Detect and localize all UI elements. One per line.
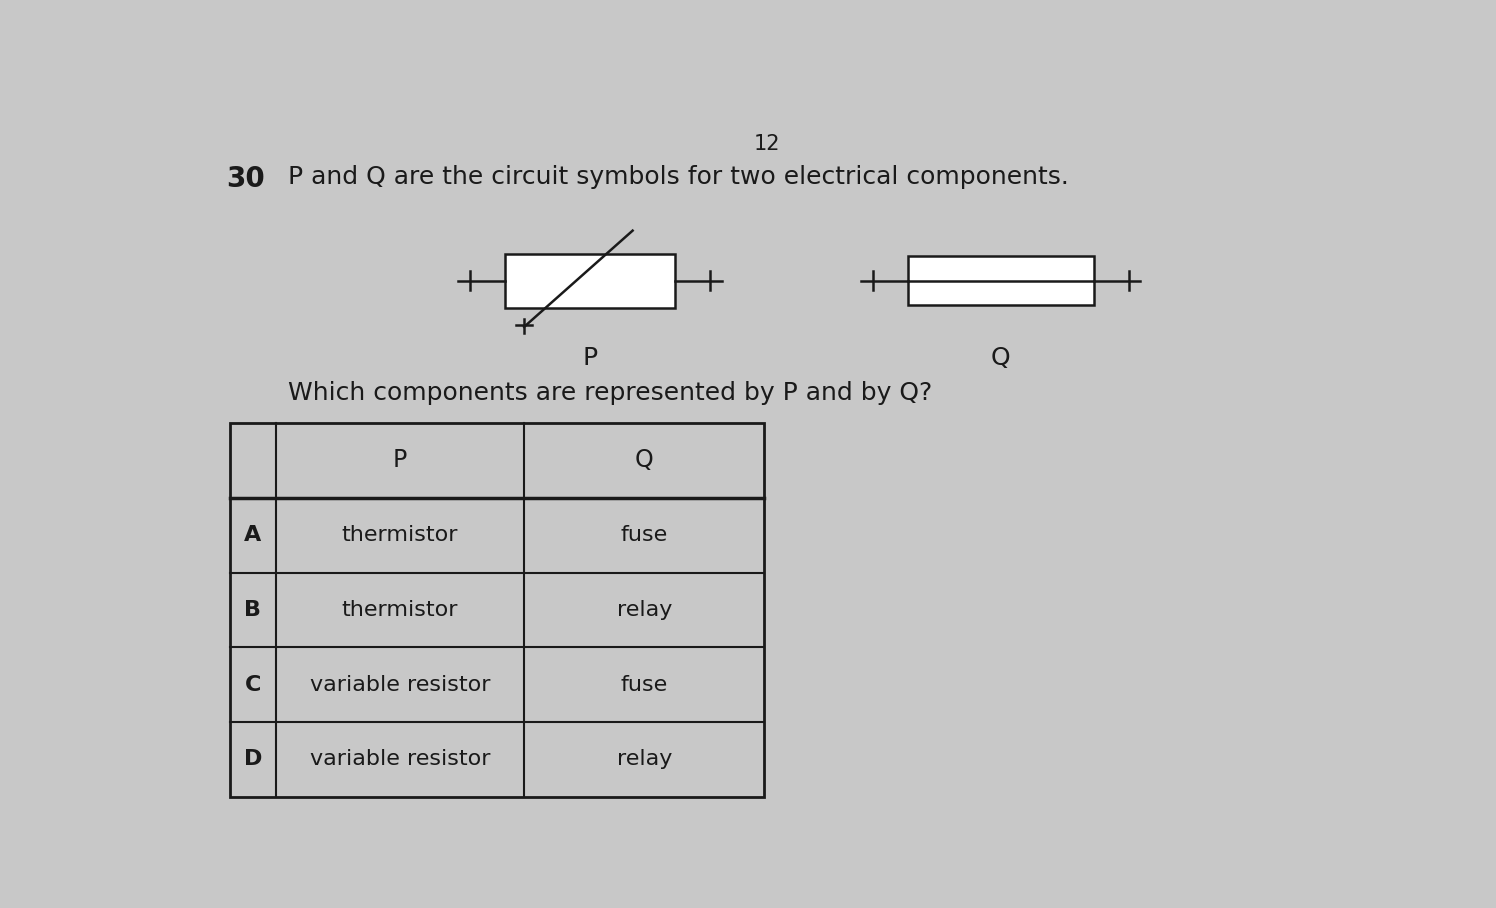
Text: D: D	[244, 749, 262, 769]
Text: thermistor: thermistor	[343, 525, 458, 545]
Text: B: B	[244, 600, 262, 620]
Text: fuse: fuse	[621, 675, 667, 695]
Text: Which components are represented by P and by Q?: Which components are represented by P an…	[287, 380, 932, 405]
Text: P: P	[393, 449, 407, 472]
Text: relay: relay	[616, 749, 672, 769]
Bar	[504, 253, 675, 308]
Text: A: A	[244, 525, 262, 545]
Bar	[229, 423, 764, 796]
Text: P: P	[582, 346, 597, 370]
Text: 30: 30	[226, 165, 265, 193]
Text: C: C	[245, 675, 262, 695]
Text: 12: 12	[754, 134, 779, 154]
Text: thermistor: thermistor	[343, 600, 458, 620]
Text: variable resistor: variable resistor	[310, 749, 491, 769]
Text: relay: relay	[616, 600, 672, 620]
Text: fuse: fuse	[621, 525, 667, 545]
Text: Q: Q	[990, 346, 1011, 370]
Bar	[908, 256, 1094, 305]
Text: Q: Q	[634, 449, 654, 472]
Text: variable resistor: variable resistor	[310, 675, 491, 695]
Text: P and Q are the circuit symbols for two electrical components.: P and Q are the circuit symbols for two …	[287, 165, 1068, 189]
